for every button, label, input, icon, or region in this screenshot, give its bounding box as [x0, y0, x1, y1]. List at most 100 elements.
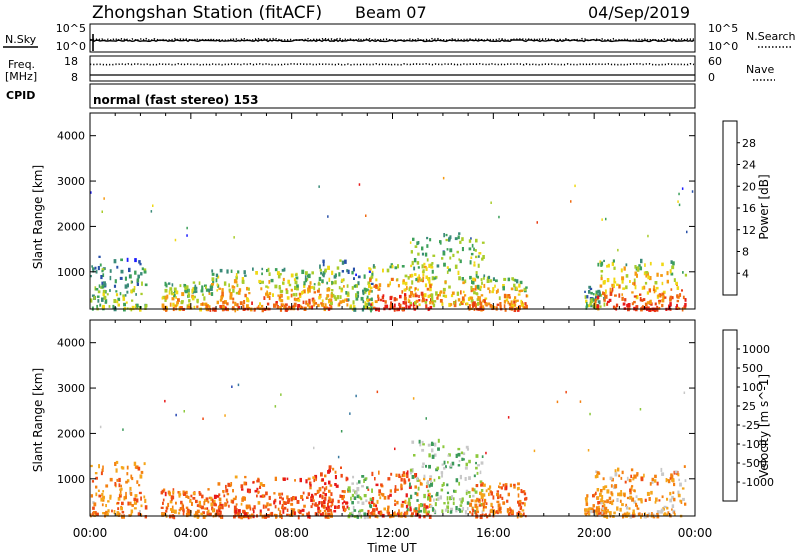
- echo-cell-339: [278, 492, 281, 496]
- echo-cell-792: [427, 294, 430, 299]
- echo-cell-1023: [506, 508, 510, 512]
- echo-cell-574: [369, 497, 373, 501]
- echo-cell-1174: [600, 277, 603, 281]
- echo-cell-1094: [584, 508, 588, 512]
- echo-cell-686: [393, 303, 396, 308]
- echo-cell-504: [328, 277, 331, 282]
- echo-cell-1195: [597, 496, 600, 500]
- echo-cell-658: [418, 503, 421, 509]
- echo-cell-737: [377, 294, 380, 299]
- echo-cell-586: [351, 493, 355, 498]
- echo-cell-1031: [471, 512, 474, 517]
- echo-cell-188: [178, 508, 181, 512]
- echo-cell-261: [298, 292, 301, 296]
- echo-cell-340: [295, 276, 299, 280]
- echo-cell-291: [308, 301, 311, 305]
- echo-cell-303: [302, 300, 305, 305]
- echo-cell-443: [303, 281, 306, 286]
- echo-cell-655: [380, 492, 383, 496]
- echo-cell-649: [389, 304, 393, 309]
- echo-cell-43: [94, 511, 97, 516]
- echo-cell-904: [448, 238, 451, 242]
- echo-cell-317: [282, 281, 285, 285]
- echo-cell-532: [339, 295, 342, 299]
- echo-cell-1179: [684, 479, 687, 483]
- echo-cell-216: [170, 496, 173, 501]
- echo-cell-76: [91, 265, 93, 268]
- echo-cell-1034: [469, 510, 472, 514]
- echo-cell-452: [323, 509, 327, 512]
- echo-cell-193: [185, 495, 189, 498]
- echo-cell-49: [101, 492, 104, 496]
- echo-cell-63: [120, 484, 123, 488]
- echo-cell-644: [421, 264, 424, 269]
- echo-cell-83: [100, 471, 103, 476]
- echo-cell-1070: [597, 501, 600, 505]
- echo-cell-1250: [604, 289, 607, 294]
- echo-cell-1227: [607, 263, 610, 268]
- echo-cell-842: [416, 241, 419, 246]
- echo-cell-971: [484, 498, 487, 503]
- time-tick-label: 16:00: [476, 526, 511, 540]
- echo-cell-103: [120, 507, 124, 511]
- echo-cell-68: [95, 270, 98, 274]
- echo-cell-760: [476, 275, 480, 279]
- echo-cell-734: [382, 294, 385, 297]
- echo-cell-349: [315, 476, 318, 480]
- echo-cell-613: [371, 301, 374, 306]
- echo-cell-907: [430, 293, 434, 298]
- echo-cell-214: [168, 514, 172, 519]
- echo-cell-102: [135, 293, 137, 296]
- echo-cell-453: [293, 278, 297, 282]
- echo-cell-181: [176, 302, 179, 307]
- power-echo-cells: [90, 176, 694, 313]
- echo-cell-1284: [669, 302, 672, 307]
- echo-cell-715: [414, 292, 417, 295]
- echo-cell-350: [309, 483, 312, 487]
- echo-cell-1108: [631, 485, 634, 488]
- echo-cell-1074: [597, 289, 601, 294]
- echo-cell-1208: [606, 514, 609, 519]
- echo-cell-841: [437, 294, 440, 297]
- echo-cell-124: [195, 499, 198, 504]
- echo-cell-1206: [643, 514, 647, 519]
- echo-cell-250: [264, 514, 268, 519]
- echo-cell-439: [273, 492, 276, 495]
- echo-cell-915: [428, 279, 431, 284]
- echo-cell-902: [468, 476, 471, 480]
- echo-cell-1262: [669, 498, 673, 503]
- echo-cell-26: [122, 515, 125, 519]
- echo-cell-845: [437, 497, 440, 501]
- echo-cell-1016: [520, 505, 523, 510]
- echo-cell-1095: [646, 272, 650, 276]
- echo-cell-916: [450, 510, 453, 514]
- echo-cell-651: [402, 280, 405, 285]
- echo-cell-956: [478, 499, 481, 504]
- echo-cell-1009: [480, 303, 483, 308]
- echo-cell-78: [106, 293, 109, 296]
- echo-cell-1061: [595, 290, 598, 295]
- echo-cell-962: [513, 483, 516, 487]
- echo-cell-28: [124, 276, 127, 281]
- echo-cell-874: [455, 478, 459, 483]
- echo-cell-661: [402, 472, 406, 478]
- echo-cell-343: [261, 494, 265, 498]
- echo-cell-60: [122, 296, 126, 301]
- echo-cell-527: [319, 264, 321, 269]
- echo-cell-1294: [617, 248, 619, 252]
- echo-cell-697: [396, 488, 399, 491]
- echo-cell-900: [433, 300, 437, 303]
- echo-cell-1: [134, 494, 138, 498]
- echo-cell-962: [516, 279, 519, 284]
- echo-cell-207: [188, 303, 191, 307]
- echo-cell-536: [336, 505, 340, 509]
- echo-cell-892: [467, 491, 471, 494]
- echo-cell-984: [488, 290, 491, 294]
- echo-cell-708: [395, 298, 398, 301]
- echo-cell-557: [330, 294, 333, 298]
- echo-cell-1037: [518, 499, 522, 503]
- echo-cell-551: [319, 494, 322, 498]
- echo-cell-513: [331, 293, 335, 298]
- echo-cell-602: [358, 512, 361, 517]
